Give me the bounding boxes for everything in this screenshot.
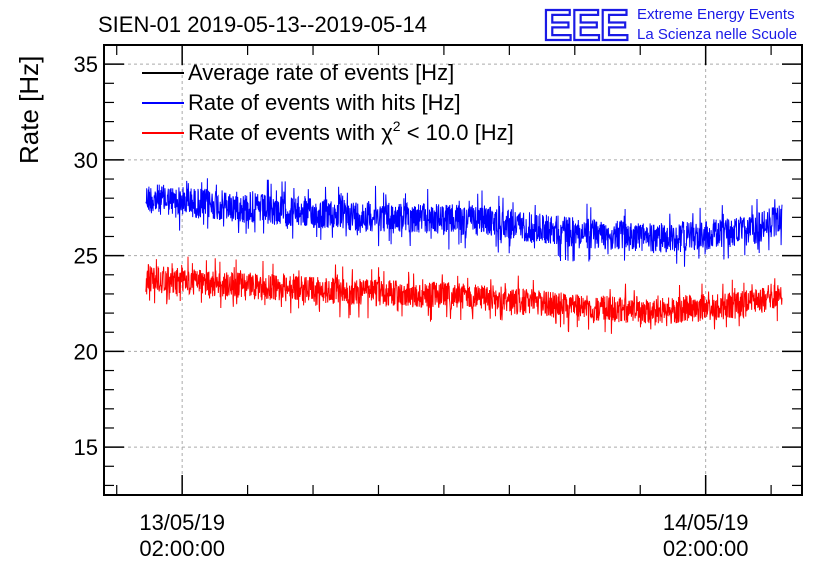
x-tick-label-date: 14/05/19	[663, 510, 749, 535]
grid-lines	[104, 45, 802, 495]
tick-labels: 152025303513/05/1902:00:0014/05/1902:00:…	[74, 52, 749, 561]
axis-ticks	[104, 45, 802, 495]
legend-label-chi2: Rate of events with χ2 < 10.0 [Hz]	[188, 118, 514, 145]
y-tick-label: 20	[74, 339, 98, 364]
y-tick-label: 30	[74, 148, 98, 173]
x-tick-label-time: 02:00:00	[139, 536, 225, 561]
plot-frame	[103, 44, 803, 496]
y-tick-label: 25	[74, 244, 98, 269]
y-tick-label: 15	[74, 435, 98, 460]
series-lines	[145, 178, 783, 334]
eee-logo: EEE Extreme Energy Events La Scienza nel…	[542, 0, 797, 51]
chart-title: SIEN-01 2019-05-13--2019-05-14	[98, 12, 427, 37]
x-tick-label-time: 02:00:00	[663, 536, 749, 561]
series-line-2	[145, 256, 783, 334]
legend-label-hits: Rate of events with hits [Hz]	[188, 90, 461, 115]
logo-mark: EEE	[543, 1, 628, 50]
logo-line-1: Extreme Energy Events	[637, 6, 795, 23]
series-line-1	[145, 178, 783, 267]
y-axis-title: Rate [Hz]	[14, 56, 44, 164]
legend: Average rate of events [Hz] Rate of even…	[142, 60, 514, 145]
logo-line-2: La Scienza nelle Scuole	[637, 26, 797, 43]
y-tick-label: 35	[74, 52, 98, 77]
x-tick-label-date: 13/05/19	[139, 510, 225, 535]
legend-label-average: Average rate of events [Hz]	[188, 60, 454, 85]
